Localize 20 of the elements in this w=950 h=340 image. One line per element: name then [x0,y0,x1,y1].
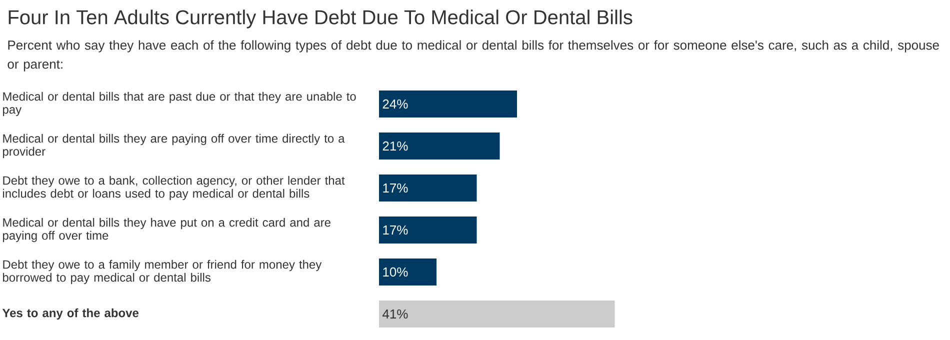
data-label: 21% [382,141,408,151]
bar [379,216,477,244]
y-tick-label: Debt they owe to a bank, collection agency, or other lender that includes debt or loans used to pay medical or dental bills [3,176,345,200]
bar [379,90,517,118]
y-tick-label: Medical or dental bills they have put on a credit card and are paying off over time [3,218,330,242]
bar [379,300,615,328]
y-tick-label: Medical or dental bills that are past due or that they are unable to pay [3,92,356,116]
y-tick-label: Medical or dental bills they are paying off over time directly to a provider [3,134,345,158]
chart-subtitle: Percent who say they have each of the following types of debt due to medical or dental bills for themselves or for someone else's care, such as a child, spouse or parent: [8,40,939,72]
bar [379,132,500,160]
y-tick-label: Yes to any of the above [2,308,139,320]
y-tick-label: Debt they owe to a family member or friend for money they borrowed to pay medical or dental bills [3,260,322,284]
data-label: 17% [383,183,408,193]
bar [379,174,477,202]
data-label: 17% [383,225,408,235]
data-label: 10% [383,267,408,277]
chart-title: Four In Ten Adults Currently Have Debt Due To Medical Or Dental Bills [8,10,632,28]
data-label: 24% [382,99,408,109]
data-label: 41% [382,309,408,319]
bar [379,258,436,286]
